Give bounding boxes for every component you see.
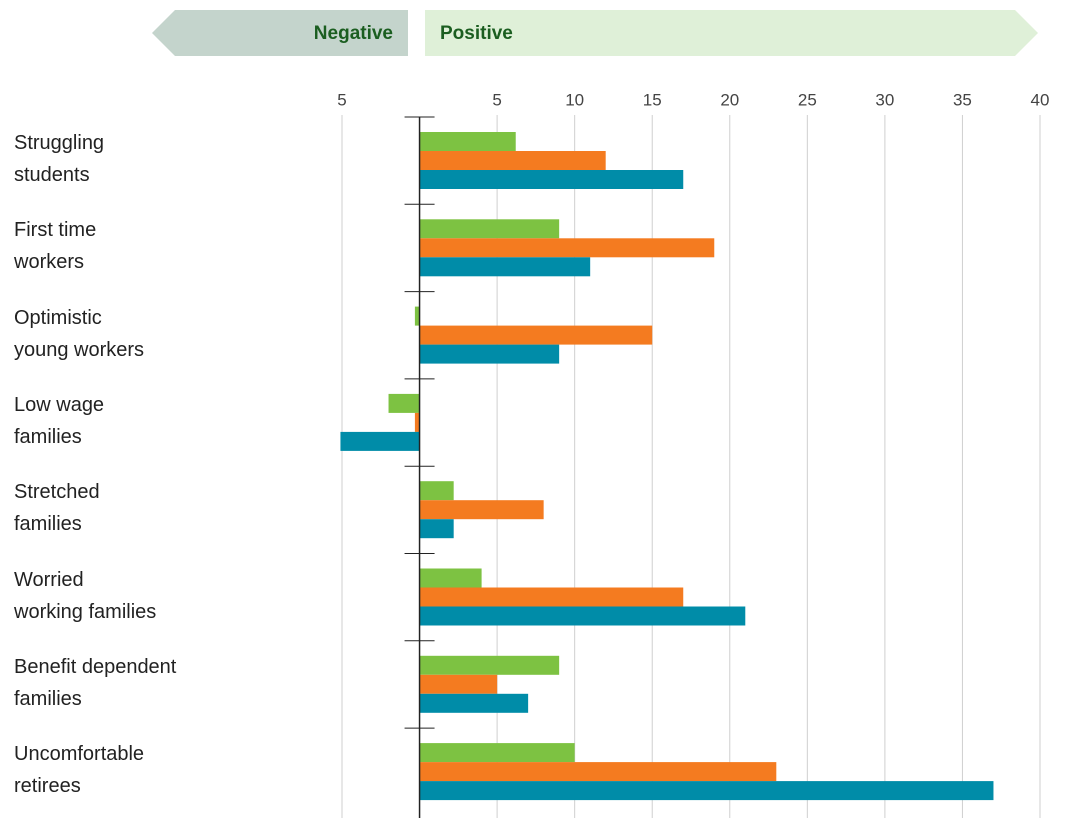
category-label: Uncomfortable retirees	[14, 743, 145, 798]
bar	[419, 674, 498, 694]
bar	[414, 306, 420, 326]
x-tick-label: 35	[953, 90, 972, 109]
negative-banner	[152, 10, 408, 56]
category-label: Low wage families	[14, 393, 105, 448]
category-label: First time workers	[14, 219, 97, 274]
bar	[419, 481, 454, 501]
bar	[419, 568, 482, 588]
bar	[419, 170, 684, 189]
bar	[419, 606, 746, 626]
bar	[419, 325, 653, 345]
x-tick-label: 30	[875, 90, 894, 109]
x-tick-label: 25	[798, 90, 817, 109]
positive-label: Positive	[440, 23, 513, 44]
x-tick-label: 5	[492, 90, 501, 109]
bar	[419, 238, 715, 258]
bar	[388, 393, 420, 413]
x-tick-label: 20	[720, 90, 739, 109]
x-tick-label: 10	[565, 90, 584, 109]
x-tick-label: 15	[643, 90, 662, 109]
bar	[419, 500, 544, 520]
bar	[340, 431, 420, 451]
bar	[419, 344, 560, 364]
category-label: Stretched families	[14, 481, 100, 536]
category-label: Optimistic young workers	[14, 306, 145, 361]
bar	[419, 151, 606, 170]
x-tick-label: 5	[337, 90, 346, 109]
bar	[419, 132, 516, 151]
category-label: Benefit dependent families	[14, 655, 177, 710]
bar	[419, 519, 454, 539]
negative-label: Negative	[314, 23, 393, 44]
bar	[419, 781, 994, 801]
positive-banner	[425, 10, 1038, 56]
bar	[419, 762, 777, 782]
bar	[419, 693, 529, 713]
bar	[419, 655, 560, 675]
bar	[419, 257, 591, 277]
bar	[419, 587, 684, 607]
bar	[414, 412, 420, 432]
bar	[419, 743, 575, 763]
bar	[419, 219, 560, 239]
category-label: Worried working families	[14, 568, 157, 623]
x-tick-label: 40	[1031, 90, 1050, 109]
category-label: Struggling students	[14, 132, 105, 186]
